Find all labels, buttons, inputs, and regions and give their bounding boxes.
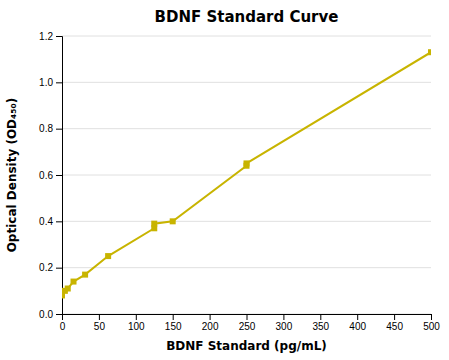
tick-label: 1.0: [39, 77, 53, 88]
axis-line: [63, 315, 432, 321]
tick-mark: [56, 221, 62, 222]
tick-mark: [56, 82, 62, 83]
series: [62, 49, 431, 298]
tick: 300: [276, 314, 293, 332]
tick-mark: [99, 314, 100, 320]
tick-mark: [56, 36, 62, 37]
tick-label: 500: [423, 321, 440, 332]
marker: [105, 253, 111, 259]
tick-label: 0.6: [39, 170, 53, 181]
grid-line: [62, 175, 431, 176]
tick-mark: [56, 175, 62, 176]
tick-label: 450: [386, 321, 403, 332]
marker: [428, 49, 431, 55]
tick: 50: [94, 314, 106, 332]
marker: [82, 272, 88, 278]
marker: [71, 279, 77, 285]
tick: 1.0: [39, 77, 62, 88]
plot: 0501001502002503003504004505000.00.20.40…: [39, 31, 440, 332]
tick: 400: [349, 314, 366, 332]
marker: [244, 160, 250, 166]
tick-label: 350: [312, 321, 329, 332]
tick: 1.2: [39, 31, 62, 42]
tick: 0.8: [39, 123, 62, 134]
tick-mark: [56, 314, 62, 315]
tick-mark: [173, 314, 174, 320]
tick-mark: [431, 314, 432, 320]
tick-label: 400: [349, 321, 366, 332]
tick-label: 0.2: [39, 262, 53, 273]
tick-mark: [56, 268, 62, 269]
tick-mark: [56, 129, 62, 130]
tick-label: 50: [94, 321, 106, 332]
marker: [65, 286, 71, 292]
tick-label: 0: [60, 321, 66, 332]
tick: 0.4: [39, 216, 62, 227]
tick-label: 150: [165, 321, 182, 332]
tick: 150: [165, 314, 182, 332]
tick-label: 250: [239, 321, 256, 332]
tick: 0.2: [39, 262, 62, 273]
y-axis: 0.0 0.2 0.4 0.6 0.8 1.0 1.2: [39, 31, 62, 320]
tick: 350: [312, 314, 329, 332]
marker: [151, 221, 157, 227]
tick: 0: [60, 314, 66, 332]
tick: 0.6: [39, 170, 62, 181]
grid-line: [62, 36, 431, 37]
tick-label: 1.2: [39, 31, 53, 42]
tick: 250: [239, 314, 256, 332]
grid-line: [62, 267, 431, 268]
tick-label: 0.0: [39, 309, 53, 320]
marker: [170, 218, 176, 224]
tick: 200: [202, 314, 219, 332]
tick-label: 200: [202, 321, 219, 332]
grid-line: [62, 128, 431, 129]
tick: 450: [386, 314, 403, 332]
tick: 500: [423, 314, 440, 332]
tick-mark: [357, 314, 358, 320]
tick-mark: [247, 314, 248, 320]
line: [62, 52, 431, 295]
title: BDNF Standard Curve: [155, 8, 339, 26]
tick-label: 100: [128, 321, 145, 332]
y-grid: [62, 36, 431, 314]
grid-line: [62, 221, 431, 222]
tick-label: 0.4: [39, 216, 53, 227]
tick: 0.0: [39, 309, 62, 320]
y-axis-title: Optical Density (OD₄₅₀): [5, 98, 19, 253]
tick-mark: [320, 314, 321, 320]
tick-mark: [136, 314, 137, 320]
tick: 100: [128, 314, 145, 332]
axis-line: [56, 37, 63, 315]
chart: 0501001502002503003504004505000.00.20.40…: [0, 0, 449, 360]
tick-mark: [394, 314, 395, 320]
tick-label: 300: [276, 321, 293, 332]
tick-label: 0.8: [39, 123, 53, 134]
tick-mark: [210, 314, 211, 320]
x-axis-title: BDNF Standard (pg/mL): [166, 339, 327, 353]
grid-line: [62, 82, 431, 83]
x-axis: 0 50 100 150 200 250 300 350 400 450 500: [60, 314, 441, 332]
tick-mark: [283, 314, 284, 320]
